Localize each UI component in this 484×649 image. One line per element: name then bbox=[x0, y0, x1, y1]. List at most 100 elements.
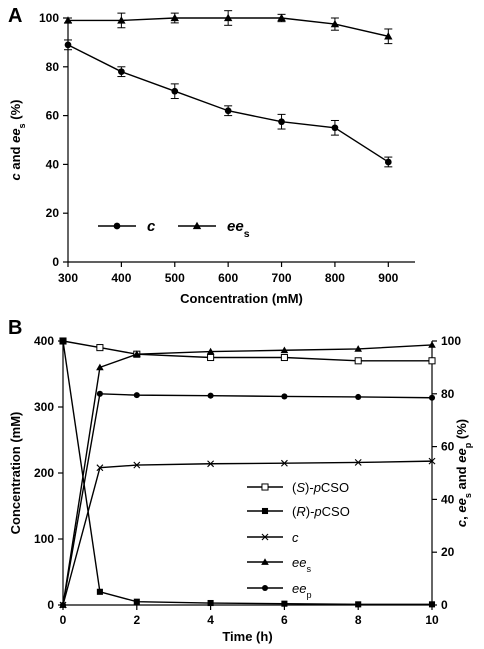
data-point bbox=[428, 357, 436, 365]
data-point bbox=[428, 457, 436, 465]
legend-label: c bbox=[292, 530, 299, 545]
y-axis-title: c and ees (%) bbox=[8, 100, 27, 181]
y-tick-label: 100 bbox=[39, 11, 59, 25]
y-tick-label: 20 bbox=[46, 206, 60, 220]
x-tick-label: 6 bbox=[281, 613, 288, 627]
data-point bbox=[133, 392, 140, 399]
legend: (S)-pCSO (R)-pCSO c ees eep bbox=[247, 480, 350, 600]
data-point bbox=[96, 363, 104, 371]
y-tick-label: 0 bbox=[52, 255, 59, 269]
data-point bbox=[133, 598, 140, 605]
data-point bbox=[171, 87, 179, 95]
right-y-tick-label: 60 bbox=[441, 440, 455, 454]
data-point bbox=[96, 588, 103, 595]
panel-a-chart: 0 20 40 60 80 100 300 400 500 600 700 800 900 Concent… bbox=[8, 10, 415, 306]
right-y-axis-title: c, ees and eep (%) bbox=[454, 419, 473, 527]
left-y-tick-label: 200 bbox=[34, 466, 54, 480]
legend-marker bbox=[261, 483, 269, 491]
panel-b-label: B bbox=[8, 317, 22, 339]
legend-label: (S)-pCSO bbox=[292, 480, 349, 495]
left-y-tick-label: 300 bbox=[34, 400, 54, 414]
right-y-tick-label: 0 bbox=[441, 598, 448, 612]
panel-a-label: A bbox=[8, 5, 22, 27]
data-point bbox=[428, 394, 436, 401]
data-point bbox=[133, 350, 141, 358]
data-point bbox=[133, 461, 141, 469]
data-point bbox=[278, 118, 285, 126]
panel-b-chart: 0 100 200 300 400 0 20 40 60 80 100 0 2 4 6 8 10 Time (h)… bbox=[8, 334, 473, 644]
legend-marker bbox=[113, 222, 121, 230]
left-y-tick-label: 100 bbox=[34, 532, 54, 546]
data-point bbox=[224, 107, 232, 115]
data-point bbox=[207, 460, 215, 468]
data-point bbox=[96, 344, 104, 352]
data-point bbox=[330, 19, 340, 28]
data-point bbox=[280, 353, 288, 362]
data-point bbox=[354, 459, 362, 466]
data-point bbox=[355, 393, 362, 401]
data-point bbox=[170, 13, 179, 22]
data-point bbox=[207, 392, 214, 399]
data-point bbox=[206, 347, 215, 355]
right-y-tick-label: 100 bbox=[441, 334, 461, 348]
x-tick-label: 0 bbox=[60, 613, 67, 627]
x-axis-title: Concentration (mM) bbox=[180, 291, 303, 306]
legend: c ees bbox=[98, 218, 250, 240]
data-point bbox=[207, 353, 215, 362]
data-point bbox=[355, 601, 362, 608]
data-point bbox=[354, 357, 362, 365]
data-point bbox=[64, 41, 72, 49]
data-point bbox=[117, 16, 126, 24]
right-y-tick-label: 20 bbox=[441, 545, 455, 559]
right-y-tick-label: 80 bbox=[441, 387, 455, 401]
x-tick-label: 400 bbox=[111, 271, 131, 285]
data-point bbox=[428, 341, 436, 348]
x-tick-label: 500 bbox=[165, 271, 185, 285]
x-tick-label: 300 bbox=[58, 271, 78, 285]
data-point bbox=[280, 459, 288, 467]
data-point bbox=[96, 390, 103, 397]
legend-label: eep bbox=[292, 581, 312, 600]
data-point bbox=[384, 32, 393, 40]
x-tick-label: 800 bbox=[325, 271, 345, 285]
data-point bbox=[354, 345, 362, 352]
x-tick-label: 4 bbox=[207, 613, 214, 627]
data-point bbox=[207, 599, 214, 607]
data-point bbox=[331, 124, 339, 132]
data-point bbox=[59, 337, 67, 345]
y-tick-label: 60 bbox=[46, 109, 60, 123]
data-point bbox=[428, 601, 436, 608]
left-y-tick-label: 400 bbox=[34, 334, 54, 348]
data-point bbox=[277, 13, 286, 22]
legend-label: c bbox=[147, 218, 156, 235]
legend-label: ees bbox=[292, 555, 311, 574]
x-tick-label: 900 bbox=[378, 271, 398, 285]
data-point bbox=[96, 464, 104, 472]
legend-label: (R)-pCSO bbox=[292, 504, 350, 519]
data-point bbox=[281, 600, 288, 607]
y-tick-label: 80 bbox=[46, 60, 60, 74]
data-point bbox=[63, 16, 73, 24]
x-tick-label: 700 bbox=[272, 271, 292, 285]
data-point bbox=[281, 393, 288, 400]
legend-marker bbox=[261, 533, 269, 541]
y-tick-label: 40 bbox=[46, 157, 60, 171]
data-point bbox=[384, 158, 392, 166]
legend-marker bbox=[261, 507, 269, 515]
legend-marker bbox=[261, 558, 269, 565]
x-tick-label: 10 bbox=[425, 613, 439, 627]
data-point bbox=[59, 601, 67, 609]
data-point bbox=[223, 13, 233, 22]
x-tick-label: 8 bbox=[355, 613, 362, 627]
x-axis-title: Time (h) bbox=[222, 629, 272, 644]
legend-label: ees bbox=[227, 218, 250, 240]
legend-marker bbox=[261, 584, 269, 592]
x-tick-label: 2 bbox=[133, 613, 140, 627]
right-y-tick-label: 40 bbox=[441, 492, 455, 506]
data-point bbox=[118, 68, 125, 76]
data-point bbox=[280, 346, 289, 354]
left-y-tick-label: 0 bbox=[47, 598, 54, 612]
legend-marker bbox=[192, 221, 202, 230]
x-tick-label: 600 bbox=[218, 271, 238, 285]
